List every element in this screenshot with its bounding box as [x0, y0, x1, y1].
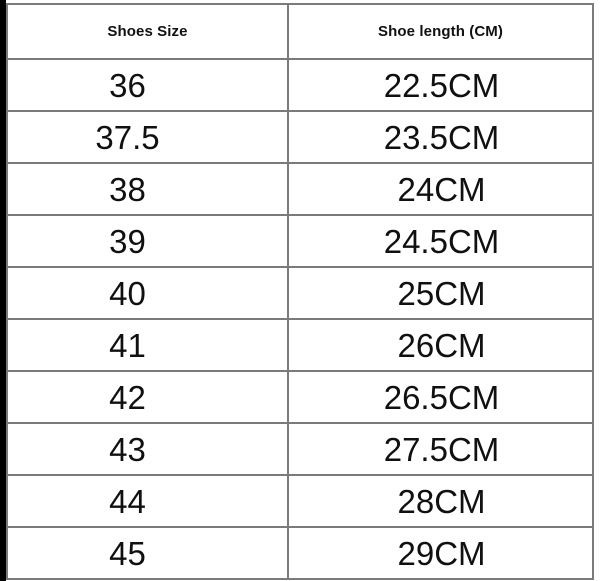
table-header: Shoes Size Shoe length (CM)	[6, 3, 594, 60]
cell-shoes-size: 44	[6, 474, 289, 528]
table-row: 36 22.5CM	[6, 58, 594, 112]
table-body: 36 22.5CM 37.5 23.5CM 38 24CM 39 24.5CM …	[6, 58, 594, 580]
cell-shoes-size: 38	[6, 162, 289, 216]
cell-shoe-length: 24.5CM	[287, 214, 594, 268]
table-row: 43 27.5CM	[6, 422, 594, 476]
cell-shoe-length: 23.5CM	[287, 110, 594, 164]
table-row: 44 28CM	[6, 474, 594, 528]
column-header-shoe-length: Shoe length (CM)	[287, 3, 594, 60]
cell-shoe-length: 26.5CM	[287, 370, 594, 424]
cell-shoes-size: 45	[6, 526, 289, 580]
table-row: 37.5 23.5CM	[6, 110, 594, 164]
left-edge-black-bar	[0, 0, 6, 581]
cell-shoes-size: 36	[6, 58, 289, 112]
table-row: 39 24.5CM	[6, 214, 594, 268]
cell-shoe-length: 25CM	[287, 266, 594, 320]
cell-shoe-length: 22.5CM	[287, 58, 594, 112]
cell-shoe-length: 28CM	[287, 474, 594, 528]
cell-shoes-size: 41	[6, 318, 289, 372]
table-row: 42 26.5CM	[6, 370, 594, 424]
cell-shoe-length: 26CM	[287, 318, 594, 372]
table-header-row: Shoes Size Shoe length (CM)	[6, 3, 594, 60]
cell-shoes-size: 37.5	[6, 110, 289, 164]
size-chart-table: Shoes Size Shoe length (CM) 36 22.5CM 37…	[6, 3, 594, 580]
table-row: 38 24CM	[6, 162, 594, 216]
cell-shoes-size: 43	[6, 422, 289, 476]
table-row: 40 25CM	[6, 266, 594, 320]
column-header-shoes-size: Shoes Size	[6, 3, 289, 60]
cell-shoes-size: 39	[6, 214, 289, 268]
table-row: 41 26CM	[6, 318, 594, 372]
cell-shoe-length: 29CM	[287, 526, 594, 580]
table-row: 45 29CM	[6, 526, 594, 580]
cell-shoes-size: 40	[6, 266, 289, 320]
cell-shoe-length: 27.5CM	[287, 422, 594, 476]
cell-shoe-length: 24CM	[287, 162, 594, 216]
cell-shoes-size: 42	[6, 370, 289, 424]
